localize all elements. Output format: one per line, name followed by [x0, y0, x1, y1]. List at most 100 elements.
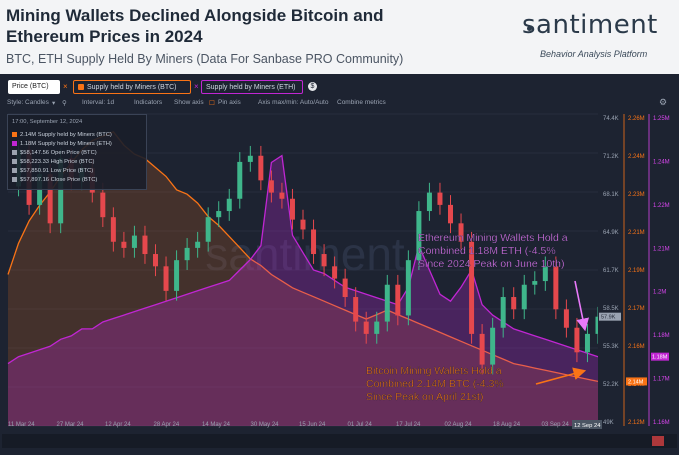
eth-supply-axis-tick: 1.25M	[653, 116, 670, 122]
candle-body	[521, 284, 527, 310]
price-axis-tick: 61.7K	[603, 268, 619, 274]
x-axis-tick: 12 Apr 24	[105, 422, 131, 428]
candle-body	[268, 180, 274, 193]
dollar-icon[interactable]: $	[308, 82, 317, 91]
candle-body	[416, 211, 422, 261]
eth-supply-axis-tick: 1.2M	[653, 290, 666, 296]
x-axis-tick: 28 Apr 24	[154, 422, 180, 428]
btc-supply-axis-tick: 2.26M	[628, 116, 645, 122]
candle-body	[542, 266, 548, 282]
price-axis-tick: 49K	[603, 420, 614, 426]
tooltip-row: $57,897.16 Close Price (BTC)	[12, 176, 142, 185]
btc-supply-axis-tick: 2.21M	[628, 230, 645, 236]
btc-supply-axis-tick: 2.19M	[628, 268, 645, 274]
x-axis-tick: 15 Jun 24	[299, 422, 326, 428]
chevron-down-icon: ▾	[52, 100, 56, 107]
candle-body	[395, 284, 401, 316]
pin-axis-toggle[interactable]: Pin axis	[218, 99, 241, 106]
style-dropdown[interactable]: Style: Candles	[7, 99, 49, 106]
pin-icon[interactable]: ⚲	[62, 100, 67, 107]
x-current-label: 12 Sep 24	[574, 423, 601, 429]
axis-mode-dropdown[interactable]: Axis max/min: Auto/Auto	[258, 99, 329, 106]
eth-supply-axis-tick: 1.18M	[653, 333, 670, 339]
candle-body	[311, 229, 317, 255]
eth-supply-axis-tick: 1.16M	[653, 420, 670, 426]
eth-supply-axis-tick: 1.17M	[653, 377, 670, 383]
eth-annotation-text: Combined 1.18M ETH (-4.5%	[418, 245, 556, 257]
btc-annotation-arrow	[535, 367, 587, 385]
price-axis-tick: 52.2K	[603, 382, 619, 388]
legend-tab-supply-eth[interactable]: Supply held by Miners (ETH)	[201, 80, 303, 94]
indicators-button[interactable]: Indicators	[134, 99, 163, 106]
btc-supply-axis-tick: 2.23M	[628, 192, 645, 198]
eth-supply-axis-tick: 1.21M	[653, 246, 670, 252]
interval-dropdown[interactable]: Interval: 1d	[82, 99, 115, 106]
price-axis-tick: 74.4K	[603, 116, 619, 122]
price-axis-tick: 71.2K	[603, 154, 619, 160]
btc-supply-axis-tick: 2.24M	[628, 154, 645, 160]
candle-body	[574, 327, 580, 353]
tooltip-row: $58,223.33 High Price (BTC)	[12, 158, 142, 167]
x-axis-tick: 02 Aug 24	[445, 422, 473, 428]
candle-body	[174, 260, 180, 291]
tooltip-row: 2.14M Supply held by Miners (BTC)	[12, 131, 142, 140]
x-axis-tick: 27 Mar 24	[57, 422, 85, 428]
candle-body	[237, 161, 243, 199]
pin-axis-checkbox[interactable]: ☐	[209, 100, 215, 107]
candle-body	[500, 297, 506, 328]
legend-tab-label: Supply held by Miners (ETH)	[206, 84, 296, 91]
tooltip-row: 1.18M Supply held by Miners (ETH)	[12, 140, 142, 149]
eth-annotation-arrow	[574, 280, 589, 332]
price-axis-tick: 68.1K	[603, 192, 619, 198]
btc-supply-axis-tick: 2.16M	[628, 344, 645, 350]
legend-tab-label: Price (BTC)	[12, 83, 49, 90]
candle-body	[58, 158, 64, 224]
btc-current-badge	[626, 377, 647, 386]
btc-supply-area	[8, 131, 598, 427]
candle-body	[121, 241, 127, 248]
eth-supply-line	[7, 154, 599, 365]
range-slider-handle	[652, 436, 664, 446]
candle-body	[458, 223, 464, 242]
x-axis-tick: 03 Sep 24	[542, 422, 570, 428]
close-icon[interactable]: ×	[63, 82, 68, 91]
legend-tab-supply-btc[interactable]: Supply held by Miners (BTC)	[73, 80, 191, 94]
price-axis-tick: 64.9K	[603, 230, 619, 236]
close-icon[interactable]: ×	[194, 82, 199, 91]
price-current-label: 57.9K	[601, 315, 616, 321]
btc-supply-axis-tick: 2.12M	[628, 420, 645, 426]
candle-body	[163, 266, 169, 291]
santiment-logo: santiment	[522, 10, 658, 40]
candle-body	[258, 155, 264, 181]
price-axis-tick: 55.3K	[603, 344, 619, 350]
eth-annotation-text: Ethereum Mining Wallets Hold a	[418, 232, 568, 244]
candle-body	[131, 235, 137, 248]
page-title: Mining Wallets Declined Alongside Bitcoi…	[6, 6, 384, 46]
candle-body	[448, 204, 453, 224]
axes: 74.4K 71.2K 68.1K 64.9K 61.7K 58.5K 55.3K 52.2K…	[2, 110, 679, 448]
settings-icon[interactable]: ⚙	[659, 97, 668, 107]
show-axis-toggle[interactable]: Show axis	[174, 99, 204, 106]
candle-body	[490, 327, 496, 365]
candle-body	[184, 247, 190, 261]
candle-body	[353, 297, 359, 322]
candle-body	[405, 260, 411, 316]
x-axis-tick: 11 Mar 24	[8, 422, 35, 428]
eth-supply-series	[7, 154, 599, 426]
price-current-badge	[599, 312, 621, 321]
combine-metrics-button[interactable]: Combine metrics	[337, 99, 386, 106]
candle-body	[384, 284, 390, 322]
legend-tab-price-btc[interactable]: Price (BTC)	[8, 80, 60, 94]
tooltip-row: $58,147.56 Open Price (BTC)	[12, 149, 142, 158]
btc-annotation-text: Combined 2.14M BTC (-4.3%	[366, 378, 504, 390]
x-axis-tick: 18 Aug 24	[493, 422, 521, 428]
x-axis-tick: 17 Jul 24	[396, 422, 421, 428]
candle-body	[247, 155, 253, 162]
candle-body	[437, 192, 443, 205]
candle-body	[47, 174, 53, 224]
candle-body	[332, 266, 338, 279]
candle-body	[226, 198, 232, 212]
candle-body	[110, 217, 116, 242]
